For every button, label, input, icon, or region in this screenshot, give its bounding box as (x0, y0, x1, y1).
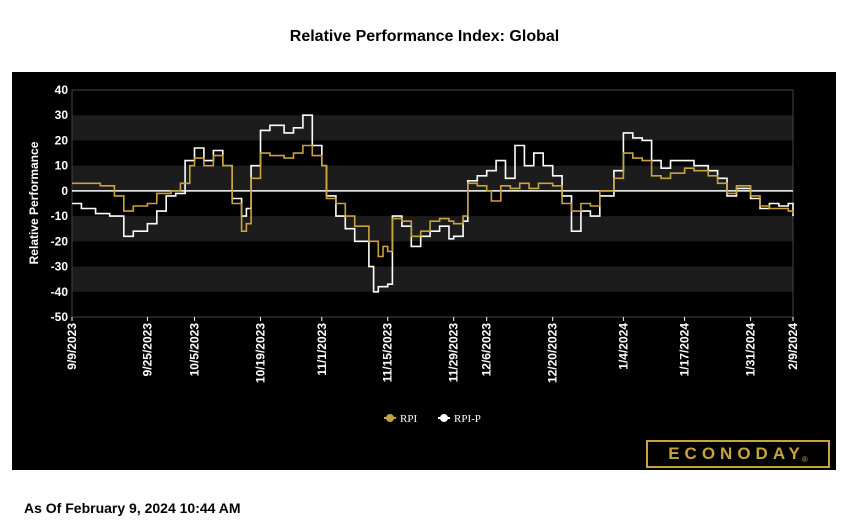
y-tick-label: -30 (51, 260, 69, 274)
x-tick-label: 1/17/2024 (678, 323, 692, 377)
y-tick-label: 10 (55, 159, 69, 173)
legend[interactable]: RPI RPI-P (384, 413, 481, 425)
legend-marker-icon (440, 414, 448, 422)
x-tick-label: 1/4/2024 (616, 323, 630, 370)
chart-title: Relative Performance Index: Global (289, 28, 560, 45)
y-tick-label: -20 (51, 234, 69, 248)
x-tick-label: 10/19/2023 (254, 323, 268, 383)
econoday-logo[interactable]: ECONODAY ® (646, 440, 830, 468)
y-tick-label: 0 (61, 184, 68, 198)
x-tick-label: 1/31/2024 (744, 323, 758, 377)
legend-marker-icon (386, 414, 394, 422)
chart-panel: 40 30 20 10 0 -10 -20 -30 -40 -50 9/9/2023 9/25/20… (12, 72, 836, 470)
x-tick-label: 11/15/2023 (381, 323, 395, 383)
y-tick-label: -10 (51, 209, 69, 223)
y-tick-label: 30 (55, 108, 69, 122)
plot-bands (72, 90, 793, 317)
y-tick-label: -50 (51, 310, 69, 324)
y-axis-label: Relative Performance (27, 141, 41, 264)
x-tick-label: 2/9/2024 (786, 323, 800, 370)
series-line-rpi (72, 144, 794, 258)
legend-label: RPI-P (454, 413, 481, 425)
grid-band (72, 266, 793, 292)
legend-item-rpi[interactable]: RPI (384, 413, 417, 425)
x-tick-label: 9/9/2023 (65, 323, 79, 370)
grid-band (72, 165, 793, 191)
legend-item-rpi-p[interactable]: RPI-P (438, 413, 481, 425)
series-lines (72, 114, 794, 293)
x-tick-label: 11/29/2023 (447, 323, 461, 383)
chart-svg: 40 30 20 10 0 -10 -20 -30 -40 -50 9/9/2023 9/25/20… (27, 83, 800, 425)
x-tick-label: 10/5/2023 (188, 323, 202, 377)
x-tick-label: 9/25/2023 (140, 323, 154, 377)
y-tick-label: -40 (51, 285, 69, 299)
registered-mark: ® (801, 454, 808, 464)
y-tick-label: 40 (55, 83, 69, 97)
y-tick-labels: 40 30 20 10 0 -10 -20 -30 -40 -50 (51, 83, 69, 324)
x-tick-label: 12/6/2023 (480, 323, 494, 377)
x-tick-label: 12/20/2023 (546, 323, 560, 383)
y-tick-label: 20 (55, 133, 69, 147)
grid-band (72, 216, 793, 242)
logo-text: ECONODAY (668, 444, 805, 463)
x-tick-labels: 9/9/2023 9/25/2023 10/5/2023 10/19/2023 11/1… (65, 317, 800, 383)
x-tick-label: 11/1/2023 (315, 323, 329, 376)
grid-band (72, 115, 793, 141)
as-of-timestamp: As Of February 9, 2024 10:44 AM (24, 500, 241, 516)
legend-label: RPI (400, 413, 417, 425)
